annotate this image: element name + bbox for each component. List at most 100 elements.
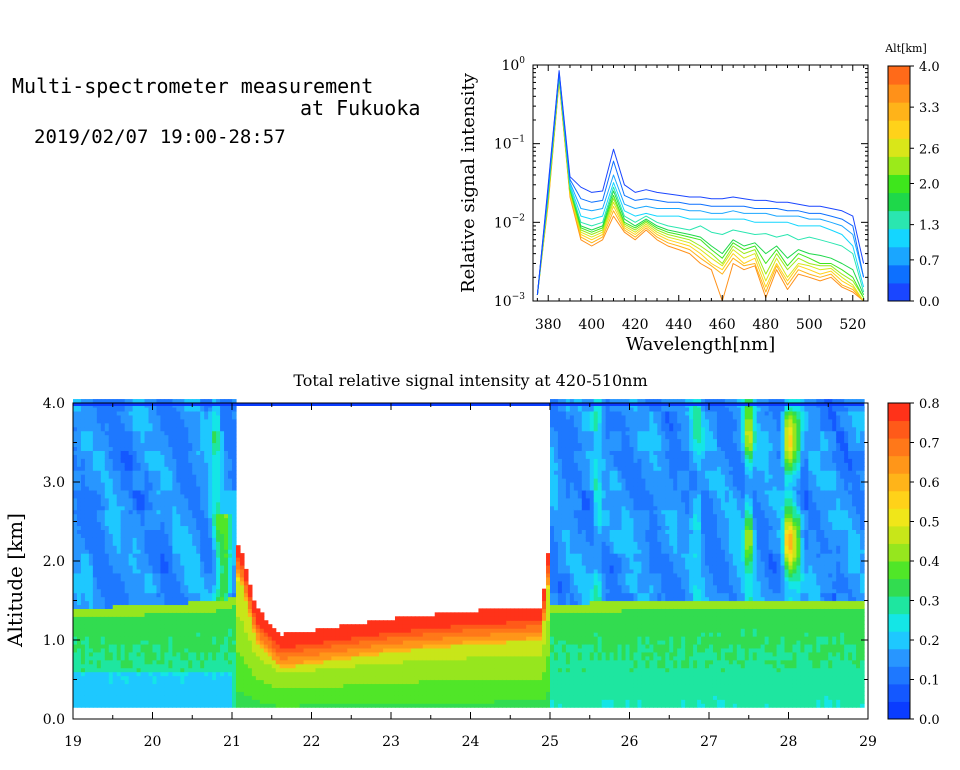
heatmap-cell (490, 663, 495, 669)
heatmap-cell (168, 462, 173, 467)
heatmap-cell (120, 545, 126, 550)
heatmap-cell (212, 399, 217, 404)
heatmap-cell (315, 683, 321, 688)
heatmap-cell (84, 572, 90, 578)
heatmap-cell (319, 643, 325, 649)
heatmap-cell (494, 659, 499, 665)
heatmap-cell (156, 667, 162, 673)
heatmap-cell (243, 600, 249, 606)
heatmap-cell (216, 482, 221, 487)
heatmap-cell (514, 695, 519, 700)
heatmap-cell (180, 636, 185, 641)
heatmap-cell (247, 691, 253, 696)
heatmap-cell (152, 588, 158, 594)
heatmap-cell (259, 699, 265, 704)
heatmap-cell (152, 647, 158, 653)
heatmap-cell (128, 426, 134, 432)
heatmap-cell (232, 446, 237, 451)
heatmap-cell (299, 659, 305, 665)
heatmap-cell (148, 616, 154, 621)
heatmap-cell (235, 616, 241, 621)
heatmap-cell (208, 576, 213, 582)
heatmap-cell (216, 671, 221, 677)
heatmap-cell (478, 628, 484, 633)
heatmap-cell (160, 561, 166, 566)
heatmap-cell (351, 695, 356, 700)
heatmap-cell (124, 418, 130, 424)
heatmap-cell (212, 482, 217, 487)
heatmap-cell (271, 687, 277, 692)
heatmap-cell (196, 442, 201, 448)
heatmap-cell (426, 699, 432, 704)
heatmap-cell (140, 462, 146, 467)
heatmap-cell (152, 691, 158, 696)
heatmap-cell (251, 608, 257, 613)
heatmap-cell (164, 584, 170, 590)
heatmap-cell (88, 640, 94, 645)
heatmap-cell (295, 651, 301, 657)
heatmap-cell (144, 549, 150, 554)
heatmap-cell (172, 683, 177, 688)
heatmap-cell (100, 588, 106, 594)
heatmap-cell (156, 533, 162, 538)
heatmap-cell (466, 640, 472, 645)
heatmap-cell (204, 410, 209, 416)
heatmap-cell (506, 695, 511, 700)
heatmap-cell (216, 636, 221, 641)
heatmap-cell (224, 568, 229, 574)
heatmap-cell (339, 687, 344, 692)
heatmap-cell (224, 624, 229, 629)
heatmap-cell (430, 691, 436, 696)
series-line-alt-3.3 (536, 78, 864, 302)
heatmap-cell (156, 438, 162, 444)
heatmap-cell (367, 663, 372, 669)
heatmap-cell (128, 572, 134, 578)
heatmap-cell (363, 671, 368, 677)
heatmap-cell (228, 489, 233, 495)
heatmap-cell (80, 418, 86, 424)
heatmap-cell (506, 624, 511, 629)
heatmap-cell (355, 691, 360, 696)
heatmap-cell (128, 517, 134, 523)
heatmap-cell (303, 675, 309, 681)
heatmap-cell (232, 572, 237, 578)
heatmap-cell (73, 659, 78, 665)
heatmap-cell (76, 442, 82, 448)
heatmap-cell (232, 691, 237, 696)
heatmap-cell (486, 659, 491, 665)
heatmap-cell (311, 679, 317, 685)
heatmap-cell (220, 643, 225, 649)
heatmap-cell (482, 675, 488, 681)
heatmap-cell (136, 430, 142, 436)
heatmap-cell (184, 659, 189, 665)
heatmap-cell (510, 643, 515, 649)
heatmap-cell (104, 616, 110, 621)
heatmap-cell (208, 434, 213, 440)
heatmap-cell (398, 620, 404, 625)
heatmap-cell (394, 703, 400, 708)
heatmap-cell (331, 671, 336, 677)
heatmap-cell (196, 509, 201, 515)
heatmap-cell (84, 450, 90, 455)
heatmap-cell (184, 541, 189, 546)
heatmap-cell (343, 695, 348, 700)
heatmap-cell (148, 596, 154, 602)
heatmap-cell (391, 636, 396, 641)
heatmap-cell (192, 537, 197, 542)
heatmap-cell (168, 493, 173, 499)
heatmap-cell (450, 616, 456, 621)
heatmap-cell (239, 592, 245, 598)
heatmap-cell (259, 632, 265, 637)
heatmap-cell (180, 450, 185, 455)
heatmap-cell (84, 454, 90, 459)
heatmap-cell (208, 446, 213, 451)
heatmap-cell (232, 529, 237, 534)
heatmap-cell (164, 628, 170, 633)
heatmap-cell (263, 671, 269, 677)
heatmap-cell (104, 612, 110, 617)
heatmap-cell (180, 616, 185, 621)
heatmap-cell (410, 647, 416, 653)
heatmap-cell (216, 651, 221, 657)
heatmap-cell (180, 418, 185, 424)
heatmap-cell (347, 699, 352, 704)
